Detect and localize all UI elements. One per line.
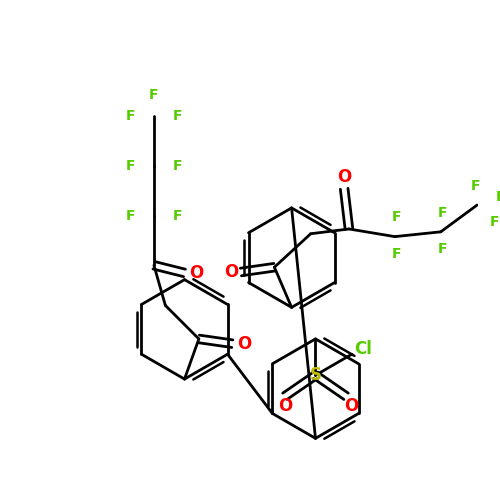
Text: O: O xyxy=(278,397,292,415)
Text: O: O xyxy=(344,397,358,415)
Text: F: F xyxy=(126,159,135,173)
Text: F: F xyxy=(490,216,499,230)
Text: F: F xyxy=(438,242,448,256)
Text: F: F xyxy=(470,179,480,193)
Text: S: S xyxy=(310,366,322,384)
Text: F: F xyxy=(392,247,402,261)
Text: O: O xyxy=(224,263,238,281)
Text: F: F xyxy=(173,208,182,222)
Text: F: F xyxy=(496,190,500,204)
Text: Cl: Cl xyxy=(354,340,372,358)
Text: F: F xyxy=(173,109,182,123)
Text: O: O xyxy=(236,334,251,352)
Text: F: F xyxy=(126,208,135,222)
Text: O: O xyxy=(337,168,351,186)
Text: F: F xyxy=(173,159,182,173)
Text: O: O xyxy=(189,264,203,282)
Text: F: F xyxy=(126,109,135,123)
Text: F: F xyxy=(392,210,402,224)
Text: F: F xyxy=(149,88,158,102)
Text: F: F xyxy=(438,206,448,220)
